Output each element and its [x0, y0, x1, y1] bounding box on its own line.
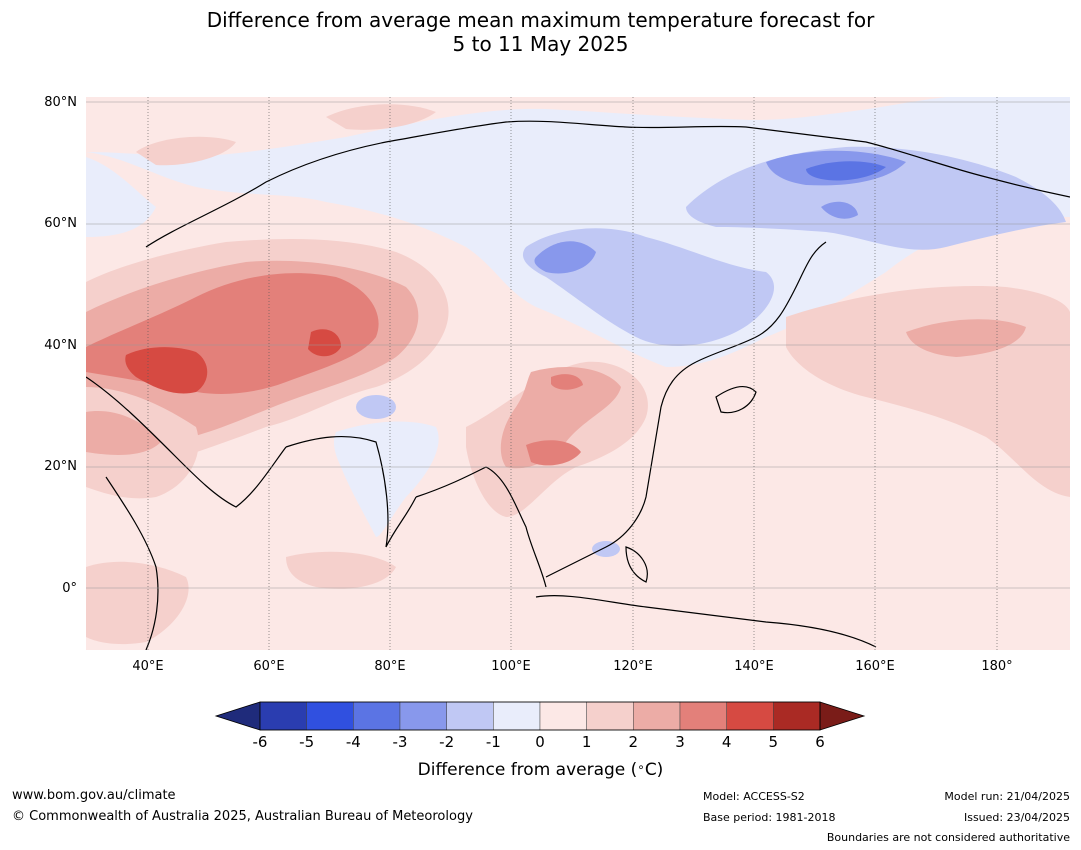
title-line-2: 5 to 11 May 2025 [452, 32, 629, 56]
colorbar-tick-label: 1 [581, 733, 592, 751]
footer-website: www.bom.gov.au/climate [12, 788, 176, 803]
map-title: Difference from average mean maximum tem… [0, 8, 1081, 56]
footer-model: Model: ACCESS-S2 [703, 790, 805, 803]
colorbar-segment [586, 701, 634, 731]
colorbar-label: Difference from average (∘C) [0, 760, 1081, 780]
footer-base-period: Base period: 1981-2018 [703, 811, 836, 824]
colorbar-segment [259, 701, 307, 731]
cool-region-india [333, 421, 439, 537]
warm-region-yangtze-4 [551, 374, 583, 390]
colorbar-extend-low [214, 701, 261, 731]
colorbar-tick-label: 4 [721, 733, 732, 751]
cool-region-core [806, 161, 886, 181]
forecast-map [86, 97, 1070, 650]
lon-label-120e: 120°E [613, 659, 653, 674]
colorbar-label-text: Difference from average ( [417, 760, 638, 780]
warm-region-south-china-4 [526, 440, 581, 466]
warm-region-red-sea [86, 411, 161, 455]
colorbar-tick-label: 2 [628, 733, 639, 751]
colorbar-segment [773, 701, 821, 731]
colorbar-tick-label: 3 [675, 733, 685, 751]
warm-region-iran [125, 347, 208, 394]
warm-region-south-china-3 [500, 367, 621, 469]
colorbar-tick-label: -5 [299, 733, 315, 751]
colorbar-label-unit: C) [644, 760, 664, 780]
lon-label-140e: 140°E [734, 659, 774, 674]
colorbar-tick-label: 6 [815, 733, 825, 751]
map-svg [86, 97, 1070, 650]
footer-issued: Issued: 23/04/2025 [963, 811, 1070, 824]
title-line-1: Difference from average mean maximum tem… [206, 8, 875, 32]
warm-region-east-africa [86, 561, 189, 645]
colorbar-segment [633, 701, 681, 731]
colorbar-tick-label: -2 [439, 733, 455, 751]
longitude-gridlines [147, 97, 998, 650]
warm-region-tajik [308, 329, 341, 357]
warm-region-indian-ocean [286, 551, 396, 589]
colorbar-segment [726, 701, 774, 731]
lat-label-40n: 40°N [44, 338, 77, 353]
cool-patch-philippines [592, 541, 620, 557]
lat-label-0: 0° [62, 581, 77, 596]
lon-label-100e: 100°E [491, 659, 531, 674]
footer-copyright: © Commonwealth of Australia 2025, Austra… [12, 809, 473, 824]
colorbar-outline [259, 701, 821, 731]
colorbar-segment [539, 701, 587, 731]
footer-disclaimer: Boundaries are not considered authoritat… [826, 831, 1070, 844]
footer-model-run: Model run: 21/04/2025 [944, 790, 1070, 803]
latitude-gridlines [86, 101, 1070, 589]
colorbar-segment [493, 701, 541, 731]
lon-label-80e: 80°E [374, 659, 406, 674]
cool-region-west [86, 157, 156, 237]
colorbar-segment [306, 701, 354, 731]
colorbar-tick-label: 0 [535, 733, 545, 751]
colorbar-segment [679, 701, 727, 731]
colorbar [214, 701, 866, 731]
colorbar-tick-label: -3 [392, 733, 408, 751]
warm-region-pacific-3 [906, 319, 1026, 357]
colorbar-tick-label: -4 [345, 733, 361, 751]
colorbar-segment [446, 701, 494, 731]
lon-label-60e: 60°E [253, 659, 285, 674]
cool-region-kolyma [821, 201, 858, 219]
colorbar-tick-label: 5 [768, 733, 779, 751]
lon-label-40e: 40°E [132, 659, 164, 674]
coastlines [86, 120, 1070, 650]
colorbar-segment [353, 701, 401, 731]
lat-label-20n: 20°N [44, 459, 77, 474]
lon-label-180: 180° [981, 659, 1013, 674]
lon-label-160e: 160°E [855, 659, 895, 674]
lat-label-60n: 60°N [44, 216, 77, 231]
lat-label-80n: 80°N [44, 95, 77, 110]
colorbar-tick-label: -6 [252, 733, 268, 751]
cool-patch-tibet [356, 395, 396, 419]
warm-patch-arctic-1 [136, 136, 236, 166]
colorbar-segment [399, 701, 447, 731]
colorbar-tick-label: -1 [485, 733, 501, 751]
warm-patch-arctic-2 [326, 104, 436, 130]
degree-symbol: ∘ [637, 760, 645, 774]
cool-region-baikal [534, 241, 596, 274]
colorbar-extend-high [819, 701, 866, 731]
